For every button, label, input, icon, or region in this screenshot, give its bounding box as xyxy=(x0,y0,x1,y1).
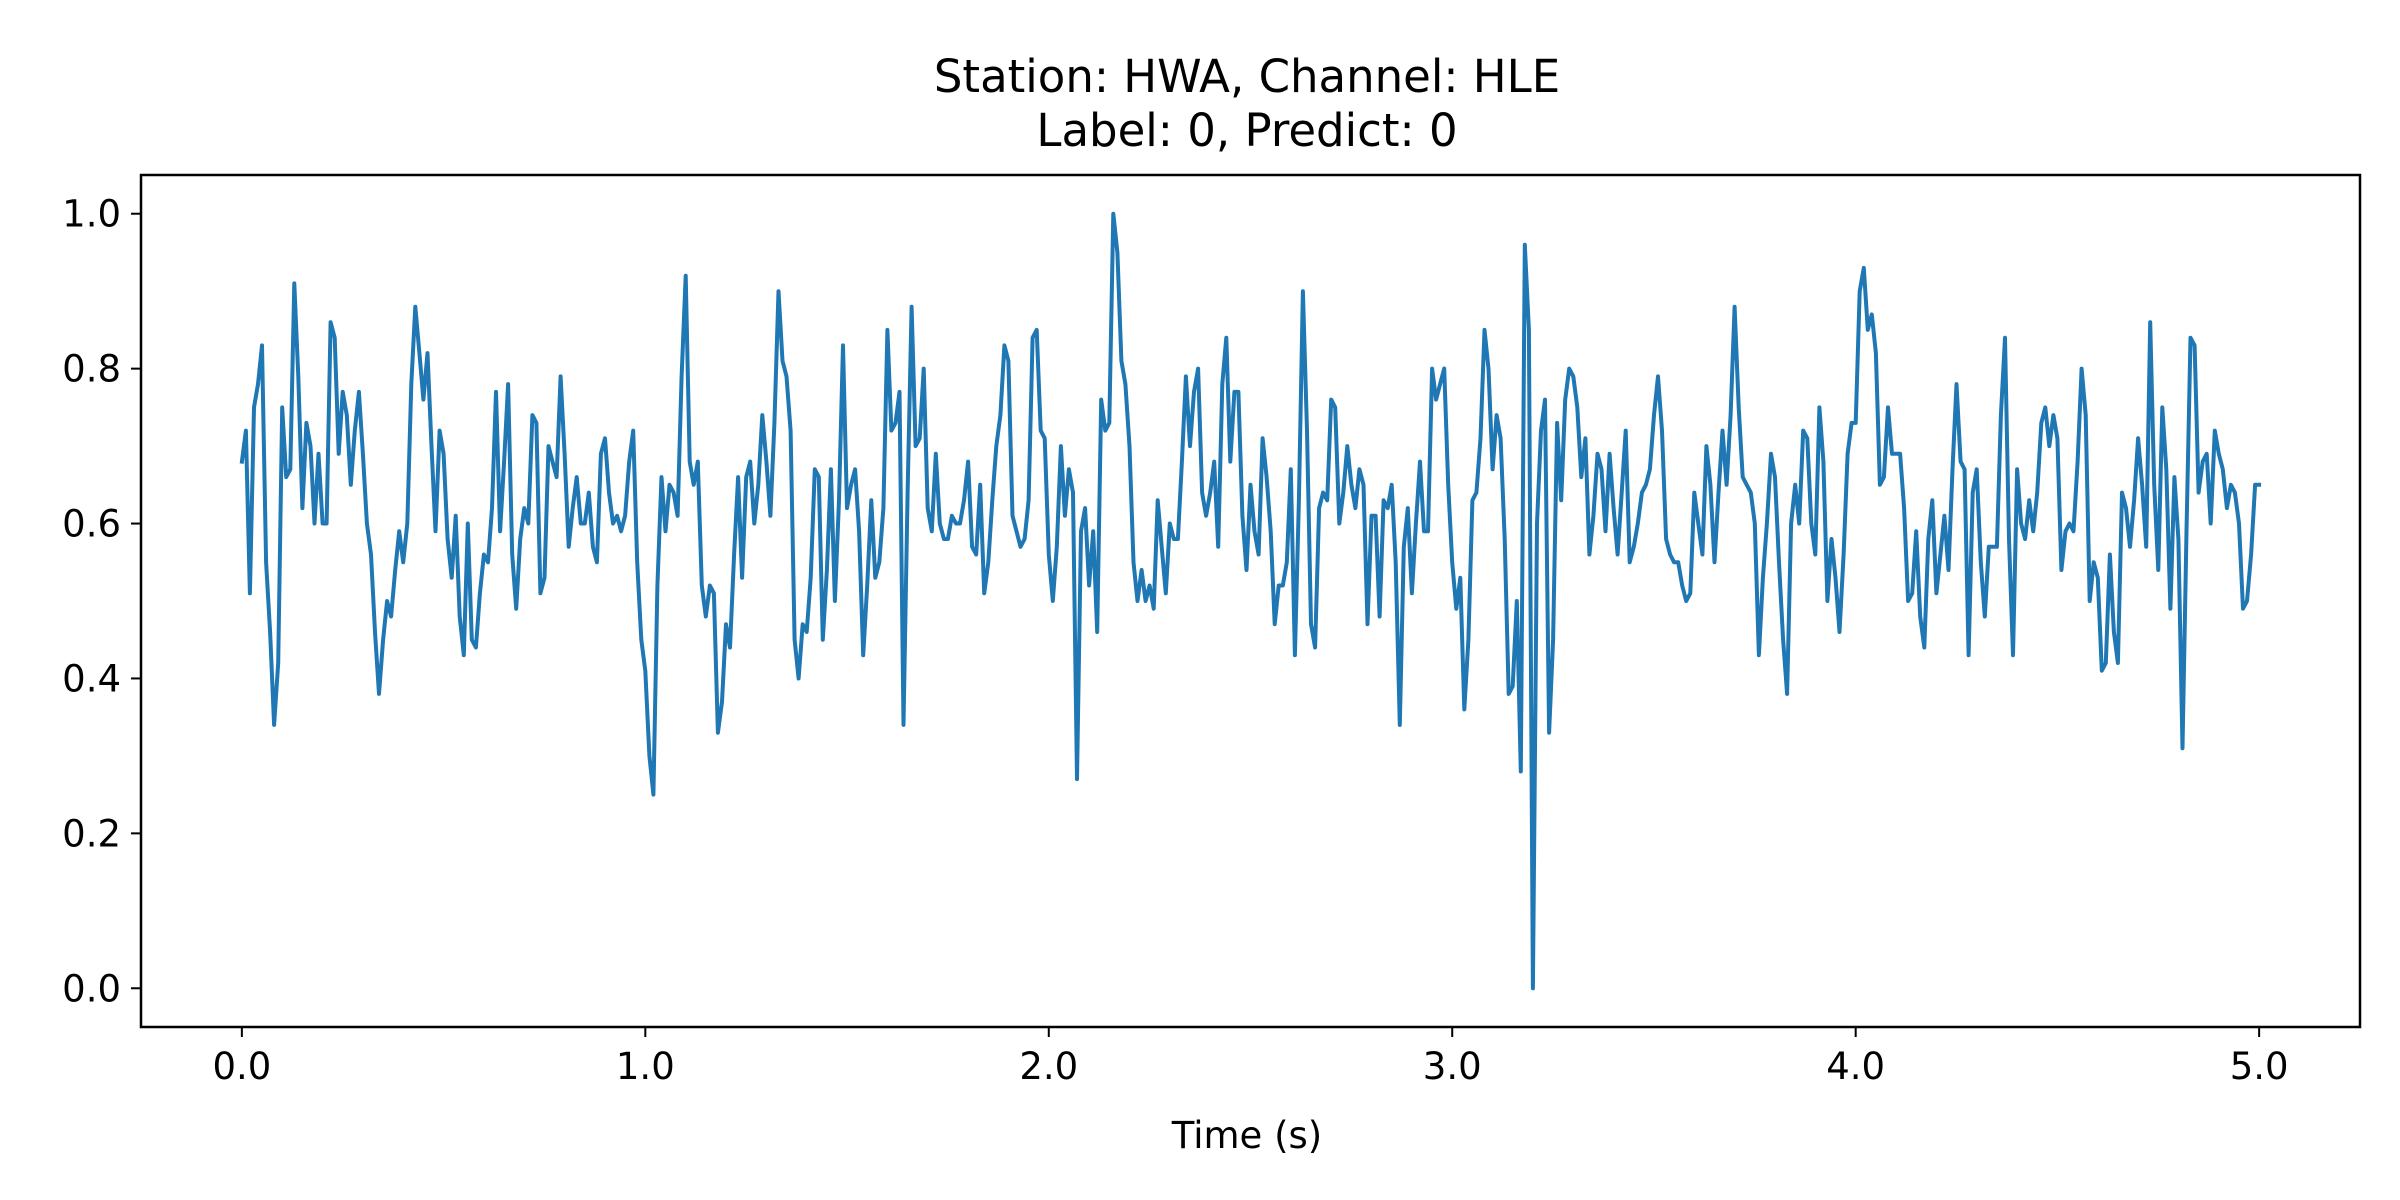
y-tick-label: 0.8 xyxy=(62,348,121,391)
y-tick-label: 0.0 xyxy=(62,967,121,1010)
x-tick-label: 3.0 xyxy=(1423,1045,1482,1088)
plot-area xyxy=(239,211,2262,991)
y-tick-label: 0.4 xyxy=(62,657,121,700)
x-tick-label: 1.0 xyxy=(616,1045,675,1088)
x-tick-label: 5.0 xyxy=(2230,1045,2289,1088)
series-line xyxy=(239,211,2262,991)
chart-title-line-1: Station: HWA, Channel: HLE xyxy=(934,50,1560,103)
x-axis-ticks: 0.0 1.0 2.0 3.0 4.0 5.0 xyxy=(212,1027,2289,1088)
x-tick-label: 0.0 xyxy=(212,1045,271,1088)
y-tick-label: 0.6 xyxy=(62,503,121,546)
y-tick-label: 0.2 xyxy=(62,812,121,855)
axes-frame xyxy=(139,173,2362,1029)
chart-title-line-2: Label: 0, Predict: 0 xyxy=(1036,104,1457,157)
y-axis-ticks: 0.0 0.2 0.4 0.6 0.8 1.0 xyxy=(62,193,141,1010)
x-axis-label: Time (s) xyxy=(1171,1114,1322,1157)
x-tick-label: 4.0 xyxy=(1826,1045,1885,1088)
x-tick-label: 2.0 xyxy=(1019,1045,1078,1088)
y-tick-label: 1.0 xyxy=(62,193,121,236)
